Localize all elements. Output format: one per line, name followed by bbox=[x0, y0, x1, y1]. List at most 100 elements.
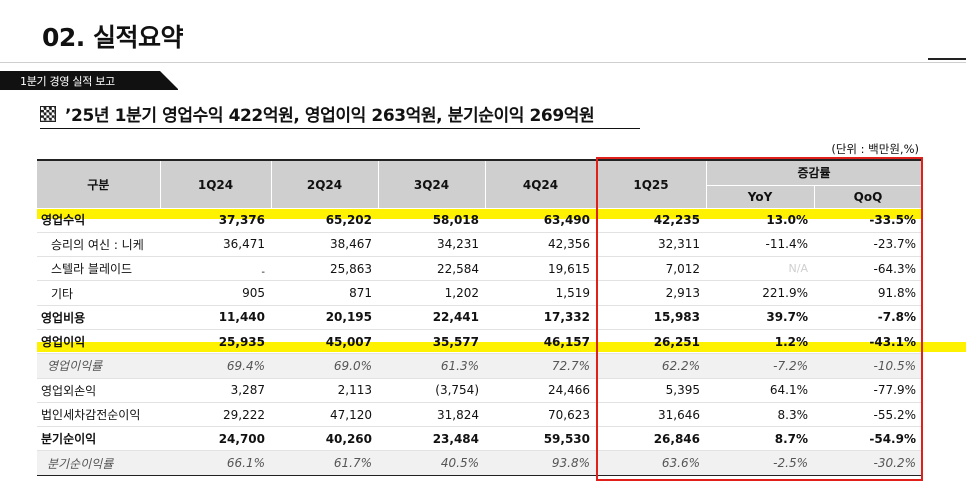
table-cell: 20,195 bbox=[271, 305, 378, 330]
table-cell: 61.7% bbox=[271, 450, 378, 476]
table-cell: -2.5% bbox=[706, 450, 814, 476]
table-row: 영업이익률 69.4% 69.0% 61.3% 72.7% 62.2% -7.2% -10.5… bbox=[37, 353, 922, 379]
table-cell: 69.4% bbox=[160, 353, 271, 379]
table-cell: -77.9% bbox=[814, 378, 922, 403]
table-cell: 2,113 bbox=[271, 378, 378, 403]
table-row: 분기순이익률 66.1% 61.7% 40.5% 93.8% 63.6% -2.5% -30.… bbox=[37, 450, 922, 476]
table-cell: 22,584 bbox=[378, 256, 485, 282]
table-cell: 70,623 bbox=[485, 402, 596, 428]
header-period: 1Q25 bbox=[596, 159, 707, 208]
row-label: 영업이익 bbox=[37, 329, 160, 355]
table-cell: 221.9% bbox=[706, 280, 814, 306]
table-cell: 69.0% bbox=[271, 353, 378, 379]
table-cell: 25,863 bbox=[271, 256, 378, 282]
table-cell: - bbox=[160, 256, 271, 282]
table-cell: 62.2% bbox=[596, 353, 706, 379]
table-cell: 905 bbox=[160, 280, 271, 306]
page-title: 02. 실적요약 bbox=[42, 23, 184, 52]
table-cell: 93.8% bbox=[485, 450, 596, 476]
table-cell: -7.8% bbox=[814, 305, 922, 330]
table-cell: 1,202 bbox=[378, 280, 485, 306]
table-cell: 22,441 bbox=[378, 305, 485, 330]
table-cell: 32,311 bbox=[596, 232, 706, 258]
table-row: 영업이익 25,935 45,007 35,577 46,157 26,251 1.2% -4… bbox=[37, 329, 922, 355]
header-period: 3Q24 bbox=[378, 159, 486, 208]
table-cell: (3,754) bbox=[378, 378, 485, 403]
table-cell: -7.2% bbox=[706, 353, 814, 379]
table-cell: 63.6% bbox=[596, 450, 706, 476]
row-label: 법인세차감전순이익 bbox=[37, 402, 160, 428]
header-category: 구분 bbox=[37, 159, 161, 208]
table-cell: 64.1% bbox=[706, 378, 814, 403]
table-cell: 23,484 bbox=[378, 426, 485, 452]
table-cell: 45,007 bbox=[271, 329, 378, 355]
table-row: 분기순이익 24,700 40,260 23,484 59,530 26,846 8.7% -… bbox=[37, 426, 922, 452]
table-cell: 7,012 bbox=[596, 256, 706, 282]
row-label: 영업수익 bbox=[37, 208, 160, 233]
table-cell: -54.9% bbox=[814, 426, 922, 452]
row-label: 스텔라 블레이드 bbox=[37, 256, 160, 282]
earnings-summary-table: 구분 1Q24 2Q24 3Q24 4Q24 1Q25 증감률 YoY QoQ … bbox=[37, 159, 923, 476]
table-cell: 1.2% bbox=[706, 329, 814, 355]
table-cell: 61.3% bbox=[378, 353, 485, 379]
table-cell: 47,120 bbox=[271, 402, 378, 428]
table-cell: 66.1% bbox=[160, 450, 271, 476]
table-cell: -30.2% bbox=[814, 450, 922, 476]
table-row: 기타 905 871 1,202 1,519 2,913 221.9% 91.8% bbox=[37, 280, 922, 306]
row-label: 분기순이익 bbox=[37, 426, 160, 452]
table-row: 법인세차감전순이익 29,222 47,120 31,824 70,623 31,646 8… bbox=[37, 402, 922, 428]
table-cell: 31,646 bbox=[596, 402, 706, 428]
table-cell: 46,157 bbox=[485, 329, 596, 355]
title-divider bbox=[0, 62, 966, 63]
table-cell: 24,466 bbox=[485, 378, 596, 403]
header-qoq: QoQ bbox=[814, 184, 923, 208]
table-cell: 65,202 bbox=[271, 208, 378, 233]
table-cell: 37,376 bbox=[160, 208, 271, 233]
table-cell: 26,846 bbox=[596, 426, 706, 452]
row-label: 승리의 여신 : 니케 bbox=[37, 232, 160, 258]
row-label: 영업외손익 bbox=[37, 378, 160, 403]
section-tab-label: 1분기 경영 실적 보고 bbox=[20, 75, 115, 88]
table-cell: 3,287 bbox=[160, 378, 271, 403]
header-period: 1Q24 bbox=[160, 159, 272, 208]
table-cell: -10.5% bbox=[814, 353, 922, 379]
table-cell: 72.7% bbox=[485, 353, 596, 379]
table-cell: 42,356 bbox=[485, 232, 596, 258]
table-row: 영업외손익 3,287 2,113 (3,754) 24,466 5,395 64.1% -7… bbox=[37, 378, 922, 403]
row-label: 분기순이익률 bbox=[37, 450, 160, 476]
table-cell: 13.0% bbox=[706, 208, 814, 233]
row-label: 영업이익률 bbox=[37, 353, 160, 379]
table-row: 영업비용 11,440 20,195 22,441 17,332 15,983 39.7% -… bbox=[37, 305, 922, 330]
table-cell: -11.4% bbox=[706, 232, 814, 258]
table-cell: 38,467 bbox=[271, 232, 378, 258]
headline-underline bbox=[40, 128, 640, 129]
table-cell: 2,913 bbox=[596, 280, 706, 306]
table-cell: 871 bbox=[271, 280, 378, 306]
table-row: 스텔라 블레이드 -25,863 22,584 19,615 7,012 N/A -64.3… bbox=[37, 256, 922, 282]
table-cell: 25,935 bbox=[160, 329, 271, 355]
table-cell: 8.7% bbox=[706, 426, 814, 452]
header-change-group: 증감률 bbox=[706, 159, 923, 185]
section-tab: 1분기 경영 실적 보고 bbox=[0, 71, 178, 89]
table-cell: 63,490 bbox=[485, 208, 596, 233]
table-cell: 1,519 bbox=[485, 280, 596, 306]
table-row: 영업수익 37,376 65,202 58,018 63,490 42,235 13.0% -… bbox=[37, 208, 922, 233]
table-cell: 39.7% bbox=[706, 305, 814, 330]
table-cell: 59,530 bbox=[485, 426, 596, 452]
table-cell: -64.3% bbox=[814, 256, 922, 282]
table-cell: -33.5% bbox=[814, 208, 922, 233]
table-cell: 26,251 bbox=[596, 329, 706, 355]
table-cell: 31,824 bbox=[378, 402, 485, 428]
table-cell: 15,983 bbox=[596, 305, 706, 330]
table-cell: -23.7% bbox=[814, 232, 922, 258]
table-cell: 8.3% bbox=[706, 402, 814, 428]
headline: ’25년 1분기 영업수익 422억원, 영업이익 263억원, 분기순이익 2… bbox=[40, 101, 595, 126]
header-period: 2Q24 bbox=[271, 159, 379, 208]
section-underline bbox=[0, 89, 178, 90]
table-cell: 40.5% bbox=[378, 450, 485, 476]
table-cell: 35,577 bbox=[378, 329, 485, 355]
table-cell: 11,440 bbox=[160, 305, 271, 330]
headline-text: ’25년 1분기 영업수익 422억원, 영업이익 263억원, 분기순이익 2… bbox=[65, 106, 595, 126]
checkered-flag-icon bbox=[40, 105, 56, 122]
header-yoy: YoY bbox=[706, 184, 815, 208]
